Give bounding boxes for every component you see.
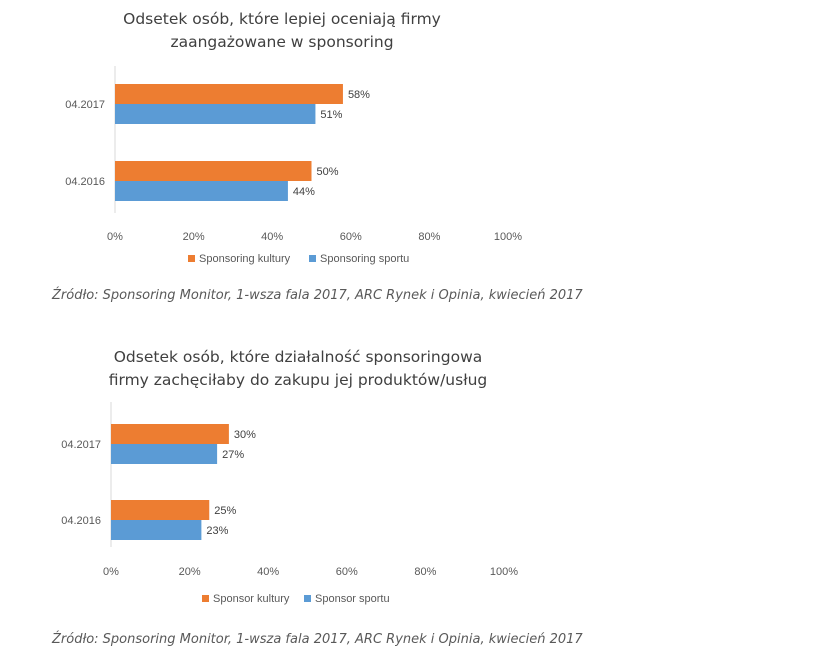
x-tick-label: 0% — [103, 566, 119, 578]
chart-title-line: Odsetek osób, które działalność sponsori… — [114, 348, 483, 366]
bar — [115, 161, 312, 181]
x-tick-label: 80% — [418, 231, 440, 243]
data-label: 25% — [214, 505, 236, 517]
bar — [111, 520, 202, 540]
x-tick-label: 100% — [494, 231, 522, 243]
x-tick-label: 40% — [261, 231, 283, 243]
legend-label: Sponsor sportu — [315, 593, 390, 605]
chart-1-source: Źródło: Sponsoring Monitor, 1-wsza fala … — [52, 288, 583, 303]
data-label: 51% — [320, 109, 342, 121]
data-label: 27% — [222, 449, 244, 461]
data-label: 44% — [293, 186, 315, 198]
x-tick-label: 100% — [490, 566, 518, 578]
legend-swatch — [188, 255, 195, 262]
x-tick-label: 60% — [340, 231, 362, 243]
data-label: 50% — [317, 166, 339, 178]
bar — [115, 84, 343, 104]
category-label: 04.2016 — [61, 515, 101, 527]
data-label: 58% — [348, 89, 370, 101]
legend-swatch — [304, 595, 311, 602]
chart-title-line: zaangażowane w sponsoring — [170, 33, 393, 51]
x-tick-label: 80% — [414, 566, 436, 578]
legend-label: Sponsor kultury — [213, 593, 290, 605]
bar — [111, 424, 229, 444]
bar — [115, 104, 316, 124]
chart-purchase-encouragement: Odsetek osób, które działalność sponsori… — [61, 348, 518, 605]
bar — [111, 500, 210, 520]
chart-title-line: firmy zachęciłaby do zakupu jej produktó… — [109, 371, 488, 389]
x-tick-label: 20% — [183, 231, 205, 243]
bar — [115, 181, 288, 201]
legend-label: Sponsoring sportu — [320, 253, 409, 265]
x-tick-label: 60% — [336, 566, 358, 578]
legend-swatch — [309, 255, 316, 262]
data-label: 30% — [234, 429, 256, 441]
x-tick-label: 40% — [257, 566, 279, 578]
bar — [111, 444, 218, 464]
x-tick-label: 0% — [107, 231, 123, 243]
chart-title-line: Odsetek osób, które lepiej oceniają firm… — [123, 10, 441, 28]
data-label: 23% — [206, 525, 228, 537]
chart-sponsoring-rating: Odsetek osób, które lepiej oceniają firm… — [65, 10, 522, 265]
category-label: 04.2016 — [65, 176, 105, 188]
category-label: 04.2017 — [61, 439, 101, 451]
legend-swatch — [202, 595, 209, 602]
x-tick-label: 20% — [179, 566, 201, 578]
chart-2-source: Źródło: Sponsoring Monitor, 1-wsza fala … — [52, 632, 583, 647]
category-label: 04.2017 — [65, 99, 105, 111]
legend-label: Sponsoring kultury — [199, 253, 291, 265]
